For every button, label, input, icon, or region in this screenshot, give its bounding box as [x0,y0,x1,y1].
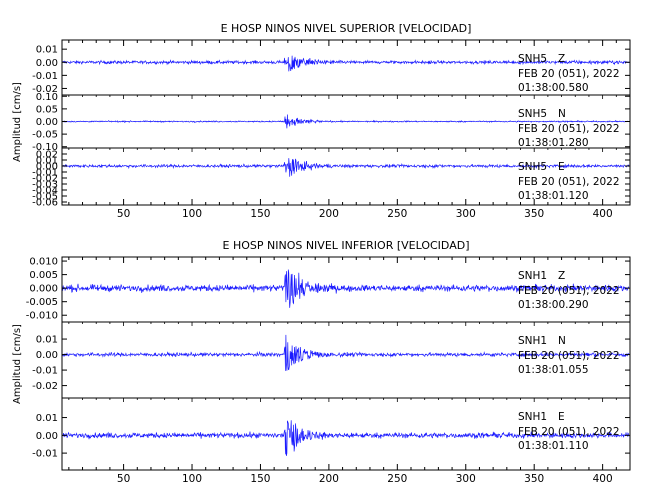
y-tick-label: -0.01 [32,366,58,377]
trace-SNH5-E: 0.020.010.00-0.01-0.02-0.03-0.04-0.05-0.… [32,147,630,209]
component-label: E [558,161,565,173]
component-label: N [558,335,566,347]
y-tick-label: -0.05 [32,192,58,203]
y-tick-label: 0.01 [36,335,58,346]
y-tick-label: 0.00 [36,58,58,69]
y-tick-label: -0.005 [26,297,58,308]
waveform-line [62,420,630,456]
waveform-line [62,158,630,177]
y-tick-label: -0.01 [32,449,58,460]
y-tick-label: 0.10 [36,92,58,103]
x-tick-label: 200 [319,473,339,485]
panel-title: E HOSP NINOS NIVEL INFERIOR [VELOCIDAD] [223,239,470,252]
station-label: SNH5 [518,108,547,120]
y-tick-label: -0.03 [32,180,58,191]
x-tick-label: 250 [387,473,407,485]
x-tick-label: 300 [456,473,476,485]
panel-upper: E HOSP NINOS NIVEL SUPERIOR [VELOCIDAD] A… [12,22,631,220]
date-label: FEB 20 (051), 2022 [518,350,620,362]
y-tick-label: -0.02 [32,174,58,185]
y-tick-label: 0.00 [36,431,58,442]
y-tick-label: -0.05 [32,130,58,141]
component-label: Z [558,53,565,65]
x-tick-label: 250 [387,208,407,220]
time-label: 01:38:01.110 [518,440,589,452]
y-tick-label: -0.010 [26,311,58,322]
x-tick-label: 50 [117,208,130,220]
y-tick-label: -0.06 [32,198,58,209]
time-label: 01:38:01.280 [518,137,589,149]
station-label: SNH5 [518,53,547,65]
y-tick-label: 0.010 [29,257,58,268]
trace-SNH5-Z: 0.01 0.00 -0.01 -0.02 SNH5 Z FEB 20 (051), 202… [32,45,630,95]
y-tick-label: -0.02 [32,84,58,95]
station-label: SNH1 [518,270,547,282]
station-label: SNH1 [518,411,547,423]
waveform-line [62,269,630,308]
y-tick-label: 0.02 [36,150,58,161]
date-label: FEB 20 (051), 2022 [518,68,620,80]
panel-frame [61,39,631,206]
y-tick-label: 0.01 [36,413,58,424]
time-label: 01:38:00.290 [518,299,589,311]
x-tick-label: 350 [524,208,544,220]
panel-frame [61,256,631,471]
x-tick-label: 150 [250,473,270,485]
date-label: FEB 20 (051), 2022 [518,285,620,297]
x-tick-label: 200 [319,208,339,220]
y-tick-label: -0.01 [32,71,58,82]
x-tick-label: 100 [182,473,202,485]
date-label: FEB 20 (051), 2022 [518,176,620,188]
y-axis-label: Amplitud [cm/s] [12,82,23,162]
y-tick-label: 0.01 [36,156,58,167]
y-tick-label: 0.00 [36,117,58,128]
y-tick-label: 0.005 [29,270,58,281]
y-tick-label: -0.01 [32,168,58,179]
trace-SNH1-Z: 0.010 0.005 0.000 -0.005 -0.010 SNH1 Z FEB 20 (… [26,257,630,322]
y-tick-label: -0.02 [32,381,58,392]
waveform-line [62,334,630,371]
y-tick-label: 0.00 [36,350,58,361]
x-tick-label: 50 [117,473,130,485]
y-tick-label: -0.04 [32,186,58,197]
component-label: Z [558,270,565,282]
trace-SNH1-E: 0.01 0.00 -0.01 SNH1 E FEB 20 (051), 2022 01:3… [32,397,630,460]
panel-lower: E HOSP NINOS NIVEL INFERIOR [VELOCIDAD] A… [12,239,631,485]
y-tick-label: 0.01 [36,45,58,56]
x-tick-label: 300 [456,208,476,220]
x-tick-label: 150 [250,208,270,220]
date-label: FEB 20 (051), 2022 [518,123,620,135]
y-tick-label: 0.05 [36,104,58,115]
panel-title: E HOSP NINOS NIVEL SUPERIOR [VELOCIDAD] [221,22,472,35]
station-label: SNH1 [518,335,547,347]
component-label: N [558,108,566,120]
y-tick-label: 0.00 [36,162,58,173]
trace-SNH5-N: 0.100.05 0.00 -0.05-0.10 SNH5 N FEB 20 (051),… [32,92,630,153]
x-tick-label: 100 [182,208,202,220]
x-tick-label: 350 [524,473,544,485]
waveform-line [62,114,630,129]
waveform-line [62,55,630,72]
x-tick-label: 400 [593,208,613,220]
time-label: 01:38:01.120 [518,190,589,202]
time-label: 01:38:00.580 [518,82,589,94]
station-label: SNH5 [518,161,547,173]
y-axis-label: Amplitud [cm/s] [12,324,23,404]
component-label: E [558,411,565,423]
date-label: FEB 20 (051), 2022 [518,426,620,438]
y-tick-label: -0.10 [32,142,58,153]
trace-SNH1-N: 0.01 0.00 -0.01 -0.02 SNH1 N FEB 20 (051), 202… [32,321,630,392]
y-tick-label: 0.000 [29,284,58,295]
time-label: 01:38:01.055 [518,364,589,376]
x-tick-label: 400 [593,473,613,485]
